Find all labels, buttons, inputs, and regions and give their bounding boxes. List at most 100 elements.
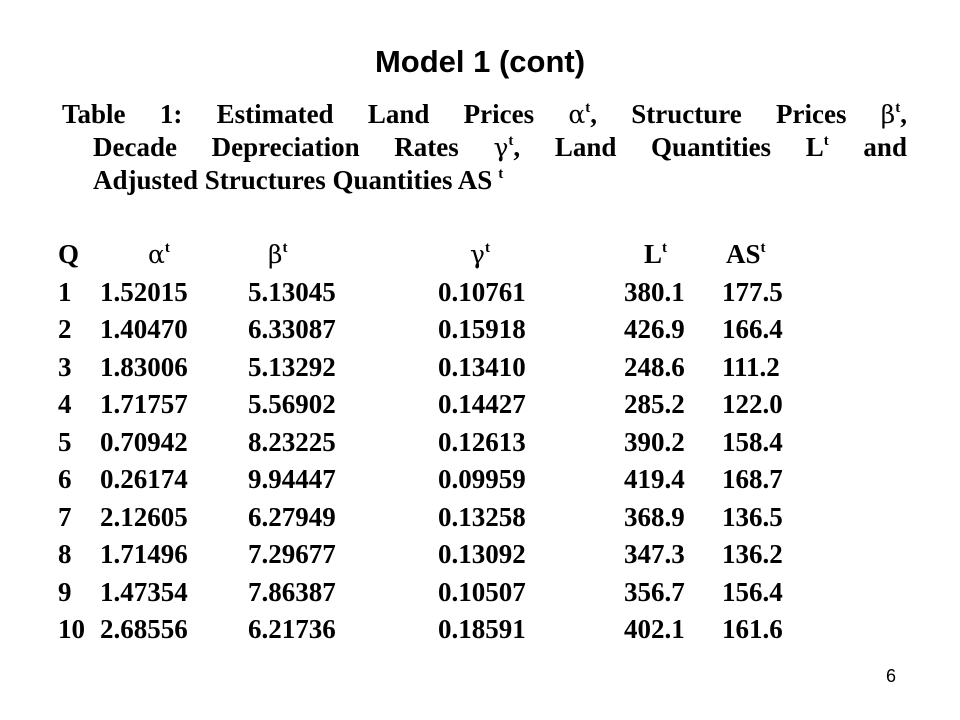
table-cell: 248.6 bbox=[624, 351, 685, 382]
table-cell: 156.4 bbox=[722, 576, 783, 607]
table-cell: 368.9 bbox=[624, 501, 685, 532]
page-number: 6 bbox=[886, 666, 897, 686]
table-cell: 111.2 bbox=[722, 351, 780, 382]
caption-beta-symbol: βt, bbox=[880, 99, 907, 129]
caption-word: Decade bbox=[93, 132, 177, 162]
table-cell: 1.52015 bbox=[100, 276, 188, 307]
table-row: 8 1.71496 7.29677 0.13092 347.3 136.2 bbox=[58, 536, 812, 574]
table-cell: 9 bbox=[58, 576, 72, 607]
table-cell: 136.5 bbox=[722, 501, 783, 532]
table-cell: 158.4 bbox=[722, 426, 783, 457]
table-cell: 356.7 bbox=[624, 576, 685, 607]
caption-word: and bbox=[863, 132, 907, 162]
table-cell: 5.13045 bbox=[248, 276, 336, 307]
table-cell: 0.13092 bbox=[438, 539, 526, 570]
table-cell: 347.3 bbox=[624, 539, 685, 570]
table-cell: 166.4 bbox=[722, 314, 783, 345]
table-cell: 1.71757 bbox=[100, 389, 188, 420]
caption-L-symbol: Lt bbox=[805, 132, 829, 162]
table-cell: 426.9 bbox=[624, 314, 685, 345]
table-cell: 0.14427 bbox=[438, 389, 526, 420]
table-cell: 1.47354 bbox=[100, 576, 188, 607]
table-row: 4 1.71757 5.56902 0.14427 285.2 122.0 bbox=[58, 386, 812, 424]
table-cell: 5 bbox=[58, 426, 72, 457]
table-cell: 7.86387 bbox=[248, 576, 336, 607]
table-cell: 0.70942 bbox=[100, 426, 188, 457]
table-cell: 1 bbox=[58, 276, 72, 307]
table-cell: 0.10761 bbox=[438, 276, 526, 307]
table-cell: 7.29677 bbox=[248, 539, 336, 570]
table-cell: 9.94447 bbox=[248, 464, 336, 495]
table-cell: 3 bbox=[58, 351, 72, 382]
header-gamma: γt bbox=[470, 240, 490, 270]
caption-line-2: Decade Depreciation Rates γt, Land Quant… bbox=[62, 131, 907, 164]
table-cell: 4 bbox=[58, 389, 72, 420]
table-cell: 0.26174 bbox=[100, 464, 188, 495]
table-cell: 6.33087 bbox=[248, 314, 336, 345]
table-cell: 7 bbox=[58, 501, 72, 532]
caption-line-1: Table 1: Estimated Land Prices αt, Struc… bbox=[62, 98, 907, 131]
table-cell: 10 bbox=[58, 614, 85, 645]
table-row: 1 1.52015 5.13045 0.10761 380.1 177.5 bbox=[58, 274, 812, 312]
caption-word: Estimated bbox=[216, 99, 334, 129]
table-row: 3 1.83006 5.13292 0.13410 248.6 111.2 bbox=[58, 349, 812, 387]
caption-word: Depreciation bbox=[211, 132, 360, 162]
caption-word: Land bbox=[367, 99, 430, 129]
header-l: Lt bbox=[644, 239, 668, 270]
table-cell: 136.2 bbox=[722, 539, 783, 570]
table-cell: 5.13292 bbox=[248, 351, 336, 382]
caption-word: Prices bbox=[463, 99, 535, 129]
header-beta: βt bbox=[268, 240, 288, 270]
table-cell: 122.0 bbox=[722, 389, 783, 420]
table-cell: 8 bbox=[58, 539, 72, 570]
table-cell: 2 bbox=[58, 314, 72, 345]
table-cell: 1.83006 bbox=[100, 351, 188, 382]
table-cell: 2.12605 bbox=[100, 501, 188, 532]
table-cell: 1.71496 bbox=[100, 539, 188, 570]
table-row: 9 1.47354 7.86387 0.10507 356.7 156.4 bbox=[58, 574, 812, 612]
table-row: 10 2.68556 6.21736 0.18591 402.1 161.6 bbox=[58, 611, 812, 649]
table-cell: 285.2 bbox=[624, 389, 685, 420]
caption-alpha-symbol: αt, bbox=[568, 99, 598, 129]
table-cell: 177.5 bbox=[722, 276, 783, 307]
table-header-row: Q αt βt γt Lt ASt bbox=[58, 236, 812, 274]
table-cell: 6.21736 bbox=[248, 614, 336, 645]
table-cell: 402.1 bbox=[624, 614, 685, 645]
data-table: Q αt βt γt Lt ASt 1 1.52015 5.13045 0.10761… bbox=[58, 236, 812, 649]
table-row: 7 2.12605 6.27949 0.13258 368.9 136.5 bbox=[58, 499, 812, 537]
table-cell: 0.09959 bbox=[438, 464, 526, 495]
table-cell: 0.10507 bbox=[438, 576, 526, 607]
caption-word: Prices bbox=[776, 99, 847, 129]
header-as: ASt bbox=[726, 239, 766, 270]
table-cell: 168.7 bbox=[722, 464, 783, 495]
table-cell: 0.18591 bbox=[438, 614, 526, 645]
caption-word: 1: bbox=[159, 99, 183, 129]
table-cell: 8.23225 bbox=[248, 426, 336, 457]
header-alpha: αt bbox=[148, 240, 170, 270]
table-cell: 390.2 bbox=[624, 426, 685, 457]
table-cell: 161.6 bbox=[722, 614, 783, 645]
caption-line-3-text: Adjusted Structures Quantities AS t bbox=[93, 165, 504, 195]
table-cell: 6.27949 bbox=[248, 501, 336, 532]
table-cell: 2.68556 bbox=[100, 614, 188, 645]
table-row: 5 0.70942 8.23225 0.12613 390.2 158.4 bbox=[58, 424, 812, 462]
table-body: 1 1.52015 5.13045 0.10761 380.1 177.5 2 1.40470… bbox=[58, 274, 812, 649]
caption-word: Structure bbox=[631, 99, 742, 129]
table-cell: 380.1 bbox=[624, 276, 685, 307]
table-cell: 419.4 bbox=[624, 464, 685, 495]
caption-word: Land bbox=[554, 132, 617, 162]
caption-word: Quantities bbox=[651, 132, 772, 162]
table-cell: 0.13410 bbox=[438, 351, 526, 382]
header-q: Q bbox=[58, 239, 80, 270]
table-cell: 0.13258 bbox=[438, 501, 526, 532]
table-cell: 6 bbox=[58, 464, 72, 495]
table-cell: 1.40470 bbox=[100, 314, 188, 345]
table-row: 2 1.40470 6.33087 0.15918 426.9 166.4 bbox=[58, 311, 812, 349]
table-row: 6 0.26174 9.94447 0.09959 419.4 168.7 bbox=[58, 461, 812, 499]
table-cell: 0.15918 bbox=[438, 314, 526, 345]
caption-line-3: Adjusted Structures Quantities AS t bbox=[62, 164, 907, 196]
caption-gamma-symbol: γt, bbox=[493, 132, 521, 162]
table-cell: 0.12613 bbox=[438, 426, 526, 457]
table-caption: Table 1: Estimated Land Prices αt, Struc… bbox=[62, 98, 907, 196]
caption-word: Rates bbox=[394, 132, 459, 162]
